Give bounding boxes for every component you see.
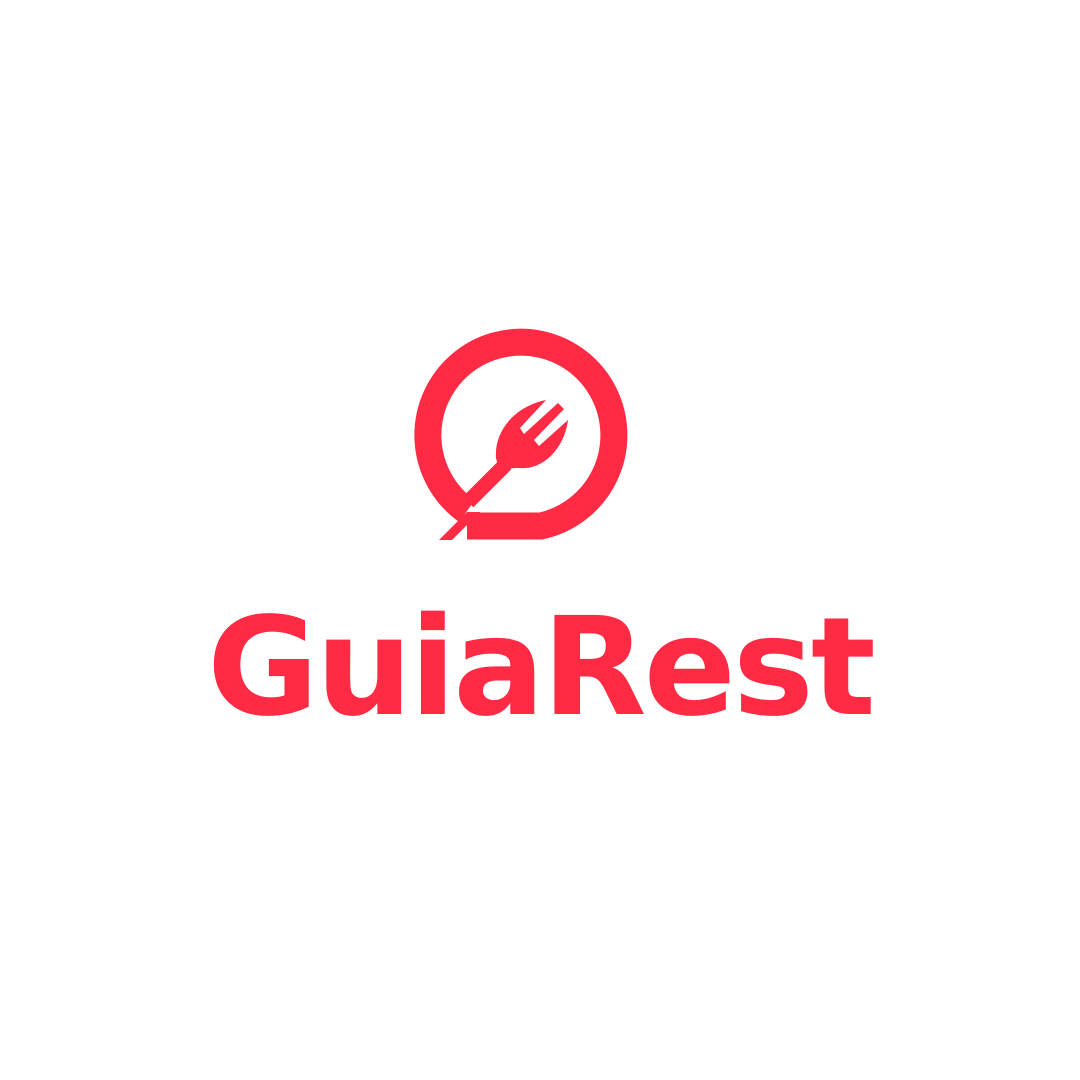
- fork-icon: [462, 400, 568, 508]
- speech-bubble-tail: [439, 512, 480, 540]
- speech-bubble-outline: [414, 328, 628, 540]
- brand-wordmark: GuiaRest: [207, 589, 876, 747]
